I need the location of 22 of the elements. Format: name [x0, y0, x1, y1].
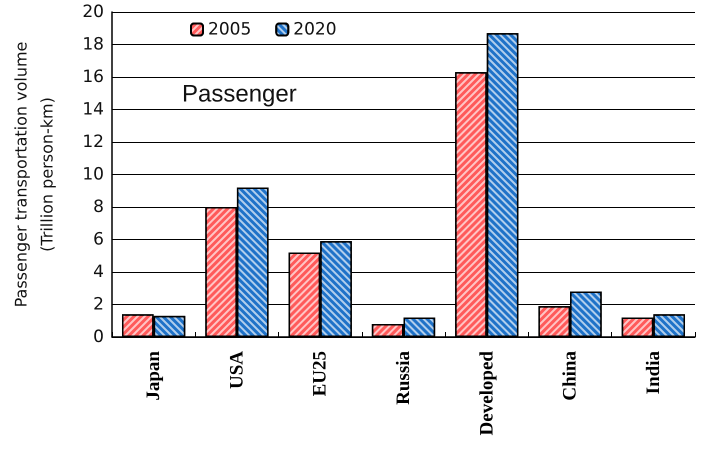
x-tick-label: India [642, 350, 664, 394]
x-tick-label: USA [226, 350, 248, 390]
y-tick-label: 10 [82, 164, 104, 184]
y-tick-label: 14 [82, 100, 104, 120]
x-tick-label: Japan [143, 350, 164, 401]
y-tick-label: 8 [93, 197, 104, 217]
annotation: Passenger [182, 80, 297, 108]
x-tick-label: Developed [476, 350, 498, 436]
y-tick-label: 20 [82, 2, 104, 22]
y-tick-label: 0 [93, 327, 104, 347]
x-tick-label: EU25 [310, 351, 331, 396]
y-tick-label: 12 [82, 132, 104, 152]
y-tick-label: 2 [93, 294, 104, 314]
y-axis-title: Passenger transportation volume (Trillion person-km) [12, 42, 56, 308]
y-tick-label: 16 [82, 67, 104, 87]
x-tick-label: China [560, 350, 581, 401]
y-tick-label: 6 [93, 230, 104, 250]
y-tick-label: 4 [93, 262, 104, 282]
y-tick-label: 18 [82, 34, 104, 54]
legend-label: 2005 [208, 20, 252, 40]
x-tick-label: Russia [393, 350, 414, 405]
legend-label: 2020 [293, 20, 337, 40]
